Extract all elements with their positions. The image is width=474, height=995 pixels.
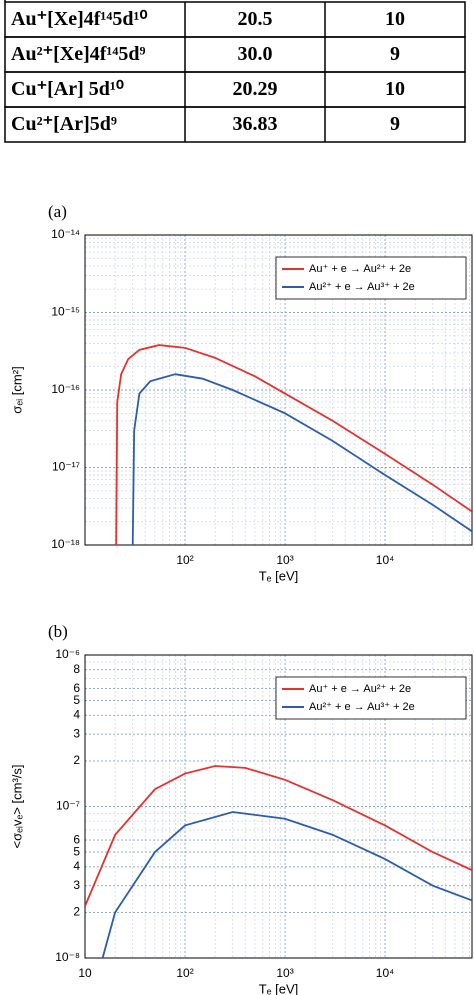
table-cell: 20.29 <box>233 78 278 100</box>
x-tick-label: 10³ <box>276 553 293 567</box>
table-cell: 9 <box>390 113 400 135</box>
y-tick-label: 5 <box>73 693 80 707</box>
table-cell: Au⁺[Xe]4f¹⁴5d¹⁰ <box>11 8 148 30</box>
legend-label: Au²⁺ + e → Au³⁺ + 2e <box>309 701 415 713</box>
table-cell: 36.83 <box>233 113 278 135</box>
table-cell: Cu²⁺[Ar]5d⁹ <box>11 113 117 135</box>
y-tick-label: 6 <box>73 832 80 846</box>
series-line <box>131 373 472 545</box>
y-tick-label: 8 <box>73 662 80 676</box>
chart: (b)10 10² 10³ 10⁴10⁻⁸2345610⁻⁷23456810⁻⁶Tₑ … <box>9 622 473 995</box>
y-axis-label: σₑᵢ [cm²] <box>9 366 24 413</box>
series-line <box>115 344 472 545</box>
y-tick-label: 2 <box>73 905 80 919</box>
table-cell: 10 <box>385 78 405 100</box>
y-tick-label: 4 <box>73 707 80 721</box>
x-tick-label: 10⁴ <box>376 966 395 980</box>
legend-label: Au²⁺ + e → Au³⁺ + 2e <box>309 281 415 293</box>
y-axis-label: <σₑᵢvₑ> [cm³/s] <box>9 764 24 848</box>
y-tick-label: 3 <box>73 726 80 740</box>
panel-label: (a) <box>48 202 67 221</box>
y-tick-label: 2 <box>73 753 80 767</box>
table-cell: 20.5 <box>238 8 273 30</box>
x-tick-label: 10 <box>78 966 92 980</box>
y-tick-label: 10⁻¹⁶ <box>51 382 80 396</box>
y-tick-label: 10⁻¹⁷ <box>52 460 80 474</box>
y-tick-label: 10⁻¹⁸ <box>51 537 80 551</box>
series-line <box>101 811 472 958</box>
legend-label: Au⁺ + e → Au²⁺ + 2e <box>309 683 411 695</box>
table-cell: 30.0 <box>238 43 273 65</box>
y-tick-label: 4 <box>73 859 80 873</box>
table-cell: 10 <box>385 8 405 30</box>
x-axis-label: Tₑ [eV] <box>259 981 299 995</box>
y-tick-label: 5 <box>73 844 80 858</box>
x-tick-label: 10⁴ <box>376 553 395 567</box>
panel-label: (b) <box>48 622 68 641</box>
table-cell: Cu⁺[Ar] 5d¹⁰ <box>11 78 124 100</box>
x-axis-label: Tₑ [eV] <box>259 568 299 583</box>
y-tick-label: 3 <box>73 878 80 892</box>
chart: (a) 10² 10³ 10⁴ 10⁻¹⁸ 10⁻¹⁷ 10⁻¹⁶ 10⁻¹⁵ 10⁻¹⁴ Tₑ … <box>9 202 473 583</box>
table: Au⁺[Xe]4f¹⁴5d¹⁰ 20.5 10 Au²⁺[Xe]4f¹⁴5d⁹ 30.0… <box>4 0 466 143</box>
table-cell: 9 <box>390 43 400 65</box>
legend-label: Au⁺ + e → Au²⁺ + 2e <box>309 263 411 275</box>
y-tick-label: 10⁻¹⁵ <box>51 305 80 319</box>
x-tick-label: 10³ <box>276 966 293 980</box>
y-tick-label: 10⁻⁶ <box>55 647 80 661</box>
legend-box <box>275 676 467 720</box>
y-tick-label: 10⁻⁸ <box>55 950 80 964</box>
x-tick-label: 10² <box>176 553 193 567</box>
x-tick-label: 10² <box>176 966 193 980</box>
y-tick-label: 6 <box>73 681 80 695</box>
series-line <box>85 765 472 907</box>
plot-frame <box>84 234 473 546</box>
legend-box <box>275 256 467 300</box>
table-cell: Au²⁺[Xe]4f¹⁴5d⁹ <box>11 43 146 65</box>
y-tick-label: 10⁻⁷ <box>56 799 80 813</box>
y-tick-label: 10⁻¹⁴ <box>51 227 80 241</box>
plot-frame <box>84 654 473 959</box>
table-row <box>4 106 466 143</box>
